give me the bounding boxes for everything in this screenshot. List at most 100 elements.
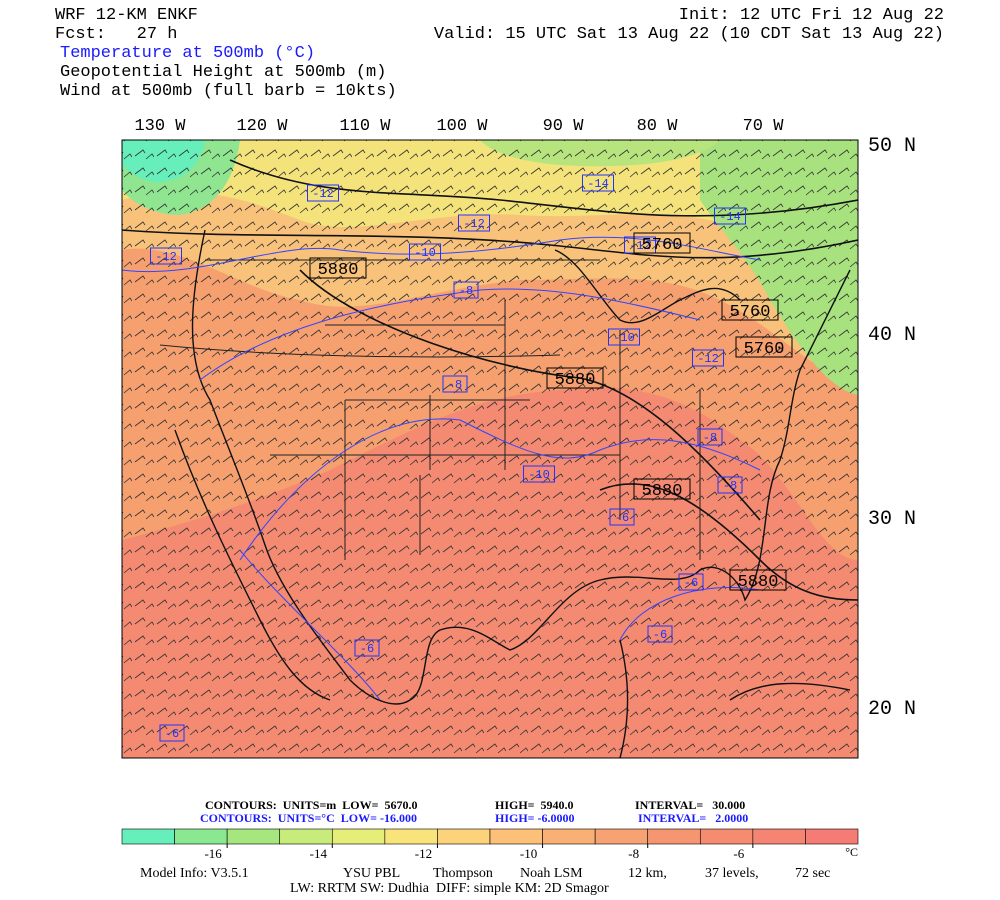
colorbar-swatch [174,828,228,845]
temperature-label: -12 [312,187,334,201]
forecast-hour: Fcst: 27 h [55,25,177,44]
map-area [122,140,858,758]
temperature-label-box [678,573,704,591]
coastlines [174,229,851,758]
temperature-label-box [523,465,555,483]
temperature-label: -6 [165,727,179,741]
temperature-label-box [582,174,614,192]
longitude-label: 120 W [236,117,288,136]
model-info: Noah LSM [520,866,583,881]
colorbar-label: -14 [310,846,328,861]
longitude-label: 100 W [436,117,488,136]
latitude-label: 20 N [868,698,916,721]
height-contours [122,159,858,601]
colorbar-label: -8 [628,846,639,861]
colorbar-swatch [226,828,281,845]
temperature-label-box [409,243,441,261]
contour-info: INTERVAL= 2.0000 [638,811,748,825]
field-title: Wind at 500mb (full barb = 10kts) [60,82,397,101]
colorbar-swatch [699,828,754,845]
temperature-label: -10 [414,246,436,260]
temperature-label: -8 [703,431,717,445]
temperature-label-box [717,476,743,494]
temperature-label: -12 [629,239,651,253]
temperature-label-box [458,214,490,232]
height-label-box [546,367,604,389]
longitude-label: 130 W [134,117,186,136]
model-name: WRF 12-KM ENKF [55,6,198,25]
colorbar-swatch [542,828,596,845]
latitude-label: 50 N [868,135,916,158]
temperature-label: -8 [459,284,473,298]
colorbar-swatch [437,828,491,845]
labels: 130 W 120 W 110 W 100 W 90 W 80 W 70 W 50 N 40 N… [121,117,916,896]
model-info: 72 sec [795,866,830,881]
temperature-label: -6 [684,576,698,590]
temperature-label: -6 [615,511,629,525]
model-info: LW: RRTM SW: Dudhia DIFF: simple KM: 2D … [290,881,609,896]
model-info: YSU PBL [343,866,400,881]
longitude-label: 90 W [543,117,585,136]
height-label-box [729,569,787,591]
temperature-label-box [647,625,673,643]
longitude-label: 110 W [339,117,391,136]
height-label-box [721,299,779,321]
temperature-label: -6 [653,628,667,642]
colorbar-swatch [331,828,386,845]
colorbar-label: -16 [204,846,222,861]
field-title: Temperature at 500mb (°C) [60,44,315,63]
colorbar-swatch [121,828,175,845]
temperature-label-box [150,247,182,265]
contour-info: HIGH= -6.0000 [495,811,575,825]
temperature-label-box [354,639,380,657]
colorbar-swatch [594,828,649,845]
model-info: Thompson [433,866,493,881]
height-label-box [633,478,691,500]
temperature-label-box [714,207,746,225]
model-info: 37 levels, [705,866,759,881]
wind-barbs [122,140,858,758]
height-label: 5880 [555,371,596,390]
contour-info: INTERVAL= 30.000 [635,798,745,812]
temperature-label-box [453,281,479,299]
temperature-label: -14 [587,177,609,191]
temperature-label: -6 [360,642,374,656]
temperature-label: -8 [723,479,737,493]
temperature-label: -12 [697,352,719,366]
temperature-label-box [692,349,724,367]
temperature-label-box [608,328,640,346]
colorbar-swatch [805,828,859,845]
height-label-box [633,232,691,254]
temperature-label: -8 [448,378,462,392]
model-info: 12 km, [628,866,667,881]
init-time: Init: 12 UTC Fri 12 Aug 22 [679,6,944,25]
temperature-label: -12 [463,217,485,231]
borders [159,259,701,560]
longitude-label: 80 W [637,117,679,136]
temperature-label: -14 [719,210,741,224]
temperature-label-box [609,508,635,526]
height-label: 5880 [738,573,779,592]
colorbar-swatch [752,828,806,845]
latitude-label: 40 N [868,324,916,347]
map-frame [121,139,859,759]
latitude-label: 30 N [868,508,916,531]
temperature-label-box [307,184,339,202]
colorbar-swatch [279,828,333,845]
colorbar-unit: °C [845,845,858,859]
contour-info: HIGH= 5940.0 [495,798,574,812]
longitude-label: 70 W [743,117,785,136]
model-info: Model Info: V3.5.1 [140,866,249,881]
colorbar-swatch [384,828,438,845]
field-title: Geopotential Height at 500mb (m) [60,63,386,82]
height-label-box [309,257,367,279]
height-label: 5760 [744,340,785,359]
height-label: 5880 [318,261,359,280]
colorbar-swatch [489,828,543,845]
colorbar-label: -12 [415,846,432,861]
temperature-label-box [442,375,468,393]
temperature-label: -10 [528,468,550,482]
valid-time: Valid: 15 UTC Sat 13 Aug 22 (10 CDT Sat … [434,25,944,44]
colorbar-swatch [647,828,701,845]
